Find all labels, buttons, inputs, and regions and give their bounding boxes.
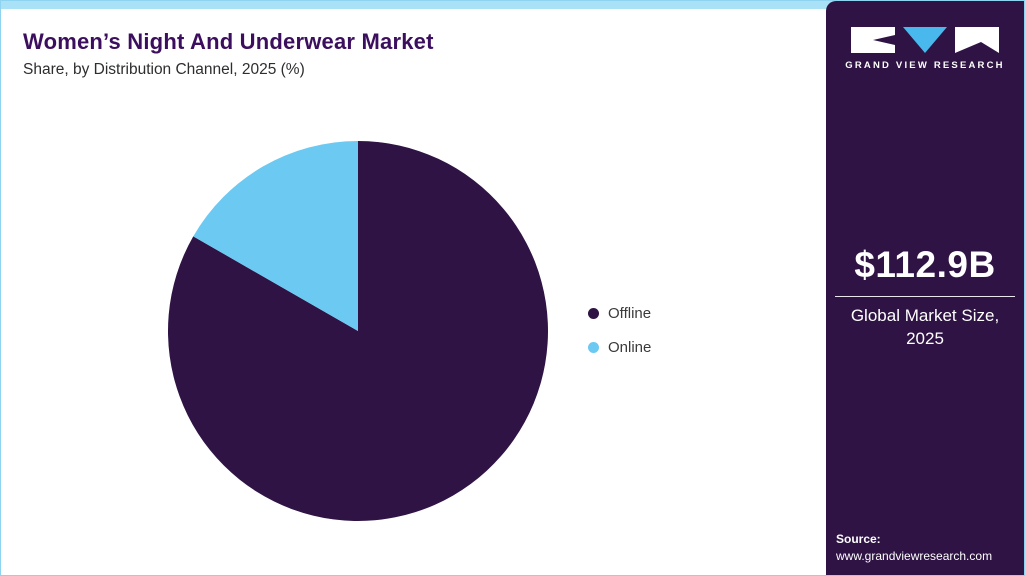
market-size-label-line1: Global Market Size, (850, 306, 1000, 325)
market-size-value: $112.9B (854, 244, 996, 285)
legend: Offline Online (588, 305, 651, 356)
legend-dot-offline (588, 308, 599, 319)
market-size-block: $112.9B Global Market Size, 2025 (835, 244, 1015, 351)
sidebar: GRAND VIEW RESEARCH $112.9B Global Marke… (826, 1, 1024, 575)
logo-letter-g (851, 27, 895, 53)
logo-text: GRAND VIEW RESEARCH (845, 60, 1005, 71)
source-label: Source: (836, 532, 881, 546)
logo-letter-r (955, 27, 999, 53)
legend-label: Offline (608, 305, 652, 322)
divider (835, 296, 1015, 297)
pie-chart (168, 141, 549, 521)
chart-subtitle: Share, by Distribution Channel, 2025 (%) (23, 61, 305, 78)
logo-letter-v (903, 27, 947, 53)
legend-label: Online (608, 339, 652, 356)
pie-svg (168, 141, 549, 521)
legend-item-offline: Offline (588, 305, 651, 322)
source-url: www.grandviewresearch.com (836, 549, 993, 563)
top-accent-bar (1, 1, 1024, 9)
chart-title: Women’s Night And Underwear Market (23, 29, 434, 54)
gvr-logo: GRAND VIEW RESEARCH (826, 27, 1024, 71)
pie-slice-offline (168, 141, 549, 521)
market-size-label: Global Market Size, 2025 (835, 305, 1015, 351)
legend-item-online: Online (588, 339, 651, 356)
legend-dot-online (588, 342, 599, 353)
market-size-label-line2: 2025 (906, 328, 944, 348)
pie-slice-online (193, 141, 358, 331)
source: Source: www.grandviewresearch.com (836, 532, 992, 563)
gvr-logo-glyphs (851, 27, 999, 53)
